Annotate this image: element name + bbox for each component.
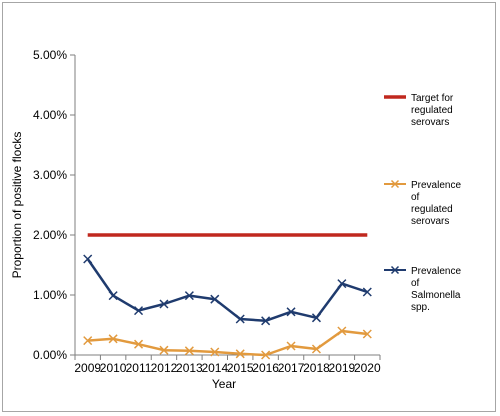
data-point-marker bbox=[184, 291, 194, 301]
data-point-marker bbox=[311, 344, 321, 354]
data-point-marker bbox=[235, 314, 245, 324]
data-point-marker bbox=[108, 291, 118, 301]
x-tick-label: 2009 bbox=[74, 361, 101, 375]
series-line bbox=[87, 329, 368, 357]
data-point-marker bbox=[362, 329, 372, 339]
x-tick-label: 2017 bbox=[278, 361, 305, 375]
data-point-marker bbox=[159, 299, 169, 309]
data-point-marker bbox=[83, 336, 93, 346]
x-tick-label: 2019 bbox=[329, 361, 356, 375]
y-tick-label: 2.00% bbox=[33, 228, 67, 242]
legend-label: Prevalence of regulated serovars bbox=[411, 180, 461, 227]
data-point-marker bbox=[210, 294, 220, 304]
data-point-marker bbox=[337, 326, 347, 336]
data-point-marker bbox=[159, 345, 169, 355]
y-tick-label: 5.00% bbox=[33, 48, 67, 62]
data-point-marker bbox=[235, 349, 245, 359]
x-tick-label: 2018 bbox=[303, 361, 330, 375]
x-axis-title: Year bbox=[212, 377, 236, 391]
legend: Target for regulated serovars Prevalence of r… bbox=[384, 93, 461, 313]
data-point-marker bbox=[210, 347, 220, 357]
y-tick-label: 0.00% bbox=[33, 348, 67, 362]
x-tick-label: 2011 bbox=[126, 361, 152, 375]
x-tick-label: 2016 bbox=[252, 361, 279, 375]
x-tick-label: 2010 bbox=[100, 361, 127, 375]
legend-marker bbox=[390, 179, 400, 189]
data-point-marker bbox=[184, 346, 194, 356]
x-tick-label: 2013 bbox=[176, 361, 203, 375]
x-tick-label: 2020 bbox=[354, 361, 381, 375]
data-point-marker bbox=[286, 307, 296, 317]
data-point-marker bbox=[108, 334, 118, 344]
y-tick-label: 3.00% bbox=[33, 168, 67, 182]
y-tick-label: 4.00% bbox=[33, 108, 67, 122]
data-point-marker bbox=[134, 339, 144, 349]
x-tick-label: 2015 bbox=[227, 361, 254, 375]
data-point-marker bbox=[286, 341, 296, 351]
y-tick-label: 1.00% bbox=[33, 288, 67, 302]
series-line bbox=[86, 258, 368, 323]
data-point-marker bbox=[261, 316, 271, 326]
data-point-marker bbox=[134, 306, 144, 316]
x-tick-label: 2012 bbox=[151, 361, 178, 375]
legend-label: Target for regulated serovars bbox=[411, 93, 454, 128]
legend-marker bbox=[390, 265, 400, 275]
y-axis-title: Proportion of positive flocks bbox=[10, 132, 24, 279]
data-point-marker bbox=[261, 350, 271, 360]
data-point-marker bbox=[337, 279, 347, 289]
y-axis: 0.00% 1.00% 2.00% 3.00% 4.00% 5.00% bbox=[33, 48, 76, 362]
x-tick-label: 2014 bbox=[201, 361, 228, 375]
data-point-marker bbox=[311, 313, 321, 323]
legend-label: Prevalence of Salmonella spp. bbox=[411, 266, 461, 313]
data-point-marker bbox=[362, 287, 372, 297]
plot-area bbox=[83, 233, 372, 360]
data-point-marker bbox=[83, 254, 93, 264]
